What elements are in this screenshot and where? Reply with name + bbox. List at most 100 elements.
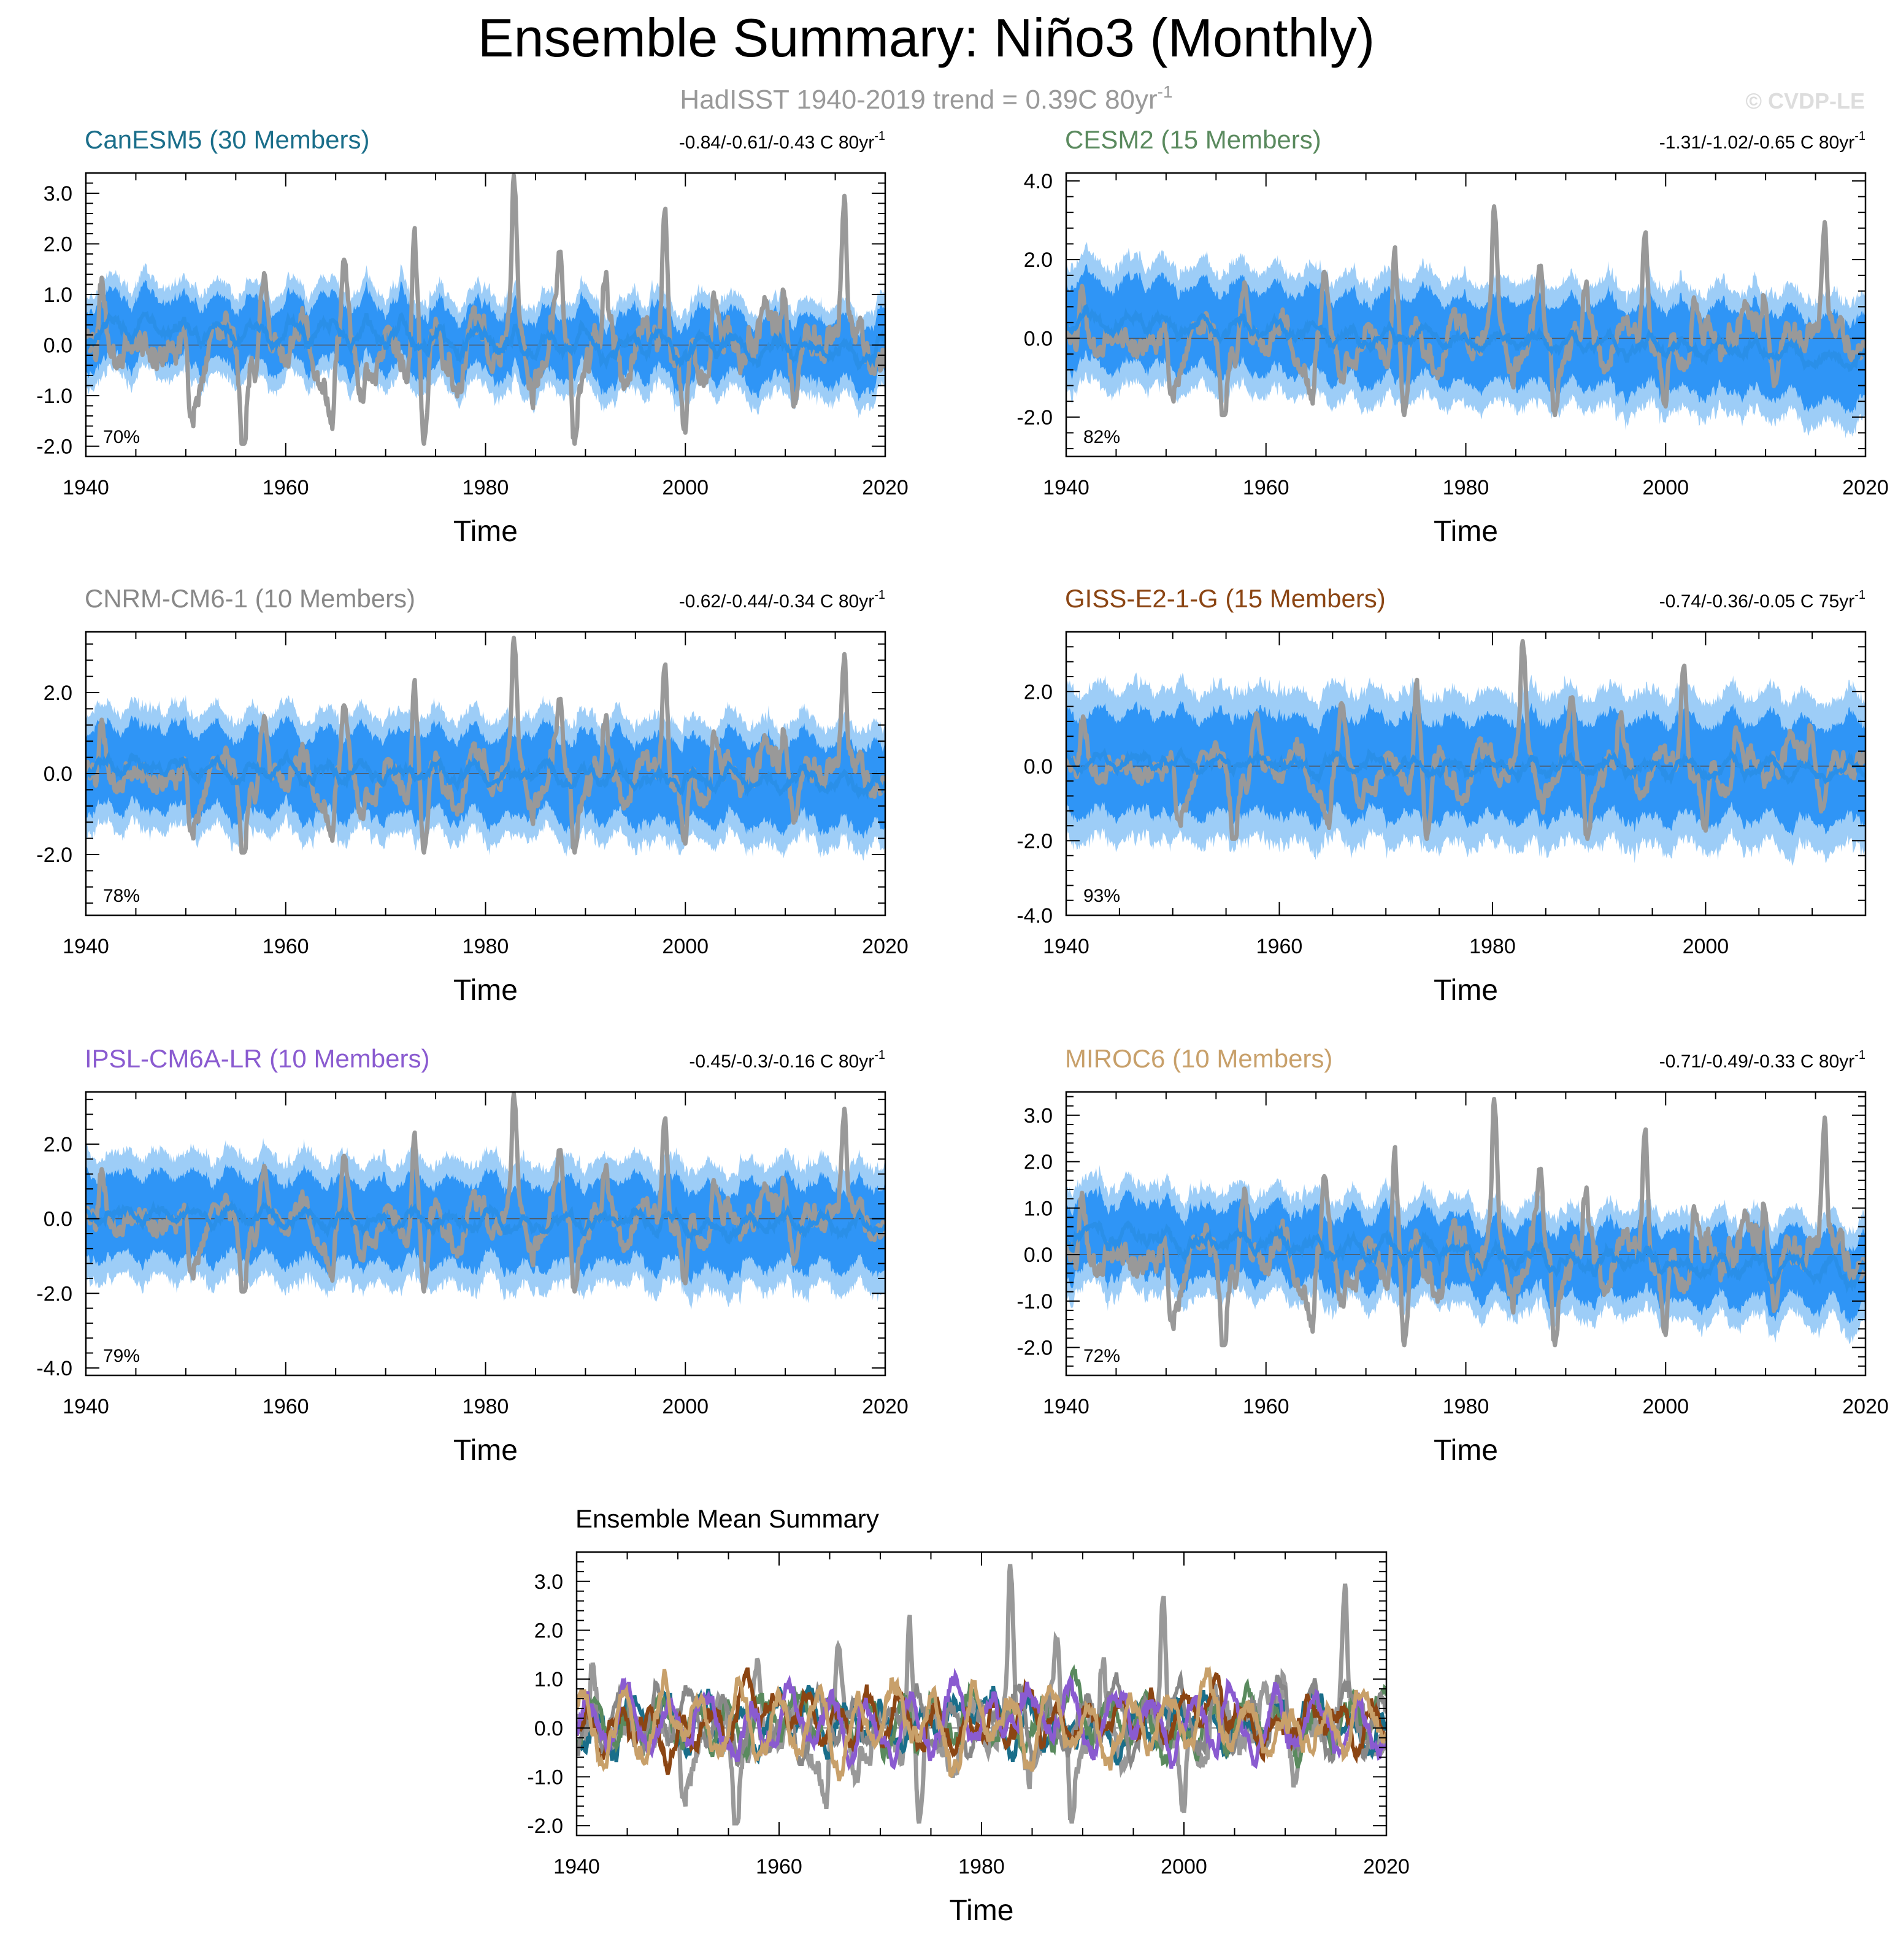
- plot-area: [577, 1564, 1386, 1826]
- y-tick-label: -4.0: [1016, 904, 1053, 928]
- y-tick-label: -1.0: [36, 385, 72, 408]
- trend-text: -1.31/-1.02/-0.65 C 80yr: [1659, 133, 1855, 153]
- plot-frame: [575, 1551, 1388, 1837]
- series-ensemble-mean: [86, 748, 885, 800]
- series-giss-e2-1-g: [577, 1667, 1386, 1775]
- series-ensemble-mean: [1066, 1220, 1865, 1294]
- y-tick-label: 2.0: [44, 682, 72, 705]
- x-tick-label: 2000: [1642, 476, 1689, 499]
- x-tick-label: 2020: [862, 476, 909, 499]
- y-tick-label: -2.0: [1016, 1337, 1053, 1360]
- series-hadisst: [577, 1564, 1386, 1826]
- panel-title: CNRM-CM6-1 (10 Members): [85, 584, 415, 613]
- trend-label: -0.45/-0.3/-0.16 C 80yr-1: [689, 1048, 885, 1072]
- y-tick-label: 4.0: [1024, 170, 1053, 193]
- trend-text: -0.84/-0.61/-0.43 C 80yr: [679, 133, 875, 153]
- plot-area: [1066, 639, 1865, 866]
- x-tick-label: 1960: [1243, 476, 1289, 499]
- x-axis-label: Time: [1434, 1434, 1498, 1467]
- plot-area: [1066, 204, 1865, 439]
- percent-label: 82%: [1083, 427, 1120, 447]
- x-tick-label: 1980: [958, 1855, 1005, 1878]
- y-tick-label: 2.0: [534, 1619, 563, 1642]
- x-tick-label: 2000: [662, 1395, 709, 1418]
- x-tick-label: 1940: [1043, 1395, 1089, 1418]
- x-axis-label: Time: [1434, 515, 1498, 548]
- x-tick-label: 1960: [1243, 1395, 1289, 1418]
- percent-label: 93%: [1083, 886, 1120, 906]
- x-tick-label: 1960: [756, 1855, 802, 1878]
- x-tick-label: 2020: [862, 935, 909, 958]
- y-tick-label: 3.0: [534, 1570, 563, 1594]
- x-tick-label: 1940: [63, 935, 109, 958]
- trend-superscript: -1: [874, 1048, 885, 1062]
- trend-text: -0.74/-0.36/-0.05 C 75yr: [1659, 591, 1855, 612]
- trend-superscript: -1: [874, 588, 885, 602]
- series-ipsl-cm6a-lr: [577, 1667, 1386, 1771]
- panel-title: GISS-E2-1-G (15 Members): [1065, 584, 1386, 613]
- trend-label: -0.74/-0.36/-0.05 C 75yr-1: [1659, 588, 1865, 612]
- y-tick-label: -2.0: [36, 436, 72, 459]
- x-tick-label: 2020: [1842, 476, 1889, 499]
- x-tick-label: 1960: [263, 1395, 309, 1418]
- x-tick-label: 2020: [1842, 1395, 1889, 1418]
- y-tick-label: 2.0: [44, 1133, 72, 1156]
- panel-giss-e2-1-g: 1940 1960 1980 2000 -4.0 -2.0 0.0 2.0 Time GISS-E…: [1016, 584, 1867, 1007]
- y-tick-label: -1.0: [527, 1766, 563, 1789]
- plot-area: [86, 1092, 885, 1310]
- x-tick-label: 1940: [63, 1395, 109, 1418]
- plot-area: [1066, 1096, 1865, 1348]
- panel-title: MIROC6 (10 Members): [1065, 1044, 1332, 1073]
- x-tick-label: 1960: [1256, 935, 1303, 958]
- x-tick-label: 1960: [263, 476, 309, 499]
- y-tick-label: -2.0: [527, 1815, 563, 1838]
- percent-label: 70%: [103, 427, 140, 447]
- x-tick-label: 1980: [1443, 1395, 1489, 1418]
- plot-area: [86, 173, 885, 446]
- y-tick-label: -2.0: [36, 1282, 72, 1305]
- percent-label: 72%: [1083, 1346, 1120, 1366]
- series-miroc6: [577, 1666, 1386, 1781]
- trend-label: -0.84/-0.61/-0.43 C 80yr-1: [679, 129, 885, 153]
- x-tick-label: 1980: [463, 1395, 509, 1418]
- x-tick-label: 1980: [1469, 935, 1516, 958]
- y-tick-label: -1.0: [1016, 1290, 1053, 1313]
- x-axis-label: Time: [950, 1894, 1014, 1927]
- x-axis-label: Time: [453, 1434, 518, 1467]
- plot-area: [86, 636, 885, 861]
- trend-text: -0.62/-0.44/-0.34 C 80yr: [679, 591, 875, 612]
- y-tick-label: -2.0: [1016, 829, 1053, 853]
- x-tick-label: 2000: [1642, 1395, 1689, 1418]
- trend-text: -0.71/-0.49/-0.33 C 80yr: [1659, 1051, 1855, 1072]
- y-tick-label: -2.0: [1016, 406, 1053, 429]
- series-hadisst: [1066, 204, 1865, 418]
- y-tick-label: 1.0: [534, 1668, 563, 1691]
- panel-cnrm-cm6-1: 1940 1960 1980 2000 2020 -2.0 0.0 2.0 Time CNRM-C…: [36, 584, 908, 1007]
- x-tick-label: 2000: [662, 476, 709, 499]
- x-tick-label: 1960: [263, 935, 309, 958]
- figure-subtitle: HadISST 1940-2019 trend = 0.39C 80yr-1: [680, 82, 1172, 115]
- y-tick-label: 1.0: [44, 283, 72, 307]
- panel-ensemble-mean-summary: 1940 1960 1980 2000 2020 -2.0 -1.0 0.0 1.0 2.0 3.0…: [527, 1504, 1409, 1927]
- y-tick-label: -4.0: [36, 1357, 72, 1380]
- y-tick-label: -2.0: [36, 844, 72, 867]
- panel-title: CESM2 (15 Members): [1065, 125, 1321, 154]
- y-tick-label: 0.0: [1024, 328, 1053, 351]
- panel-title: IPSL-CM6A-LR (10 Members): [85, 1044, 429, 1073]
- series-ensemble-mean: [1066, 304, 1865, 372]
- trend-text: -0.45/-0.3/-0.16 C 80yr: [689, 1051, 874, 1072]
- trend-superscript: -1: [1854, 129, 1865, 143]
- series-ensemble-mean: [1066, 747, 1865, 785]
- x-tick-label: 2020: [1363, 1855, 1410, 1878]
- series-ensemble-mean: [86, 1199, 885, 1245]
- panel-title: Ensemble Mean Summary: [575, 1504, 879, 1533]
- y-tick-label: 0.0: [1024, 1243, 1053, 1267]
- x-tick-label: 1980: [463, 935, 509, 958]
- y-tick-label: 1.0: [1024, 1197, 1053, 1220]
- x-axis-label: Time: [453, 515, 518, 548]
- y-tick-label: 2.0: [1024, 680, 1053, 704]
- y-tick-label: 3.0: [44, 182, 72, 206]
- copyright-watermark: © CVDP-LE: [1745, 88, 1865, 113]
- x-tick-label: 2020: [862, 1395, 909, 1418]
- trend-superscript: -1: [1854, 1048, 1865, 1062]
